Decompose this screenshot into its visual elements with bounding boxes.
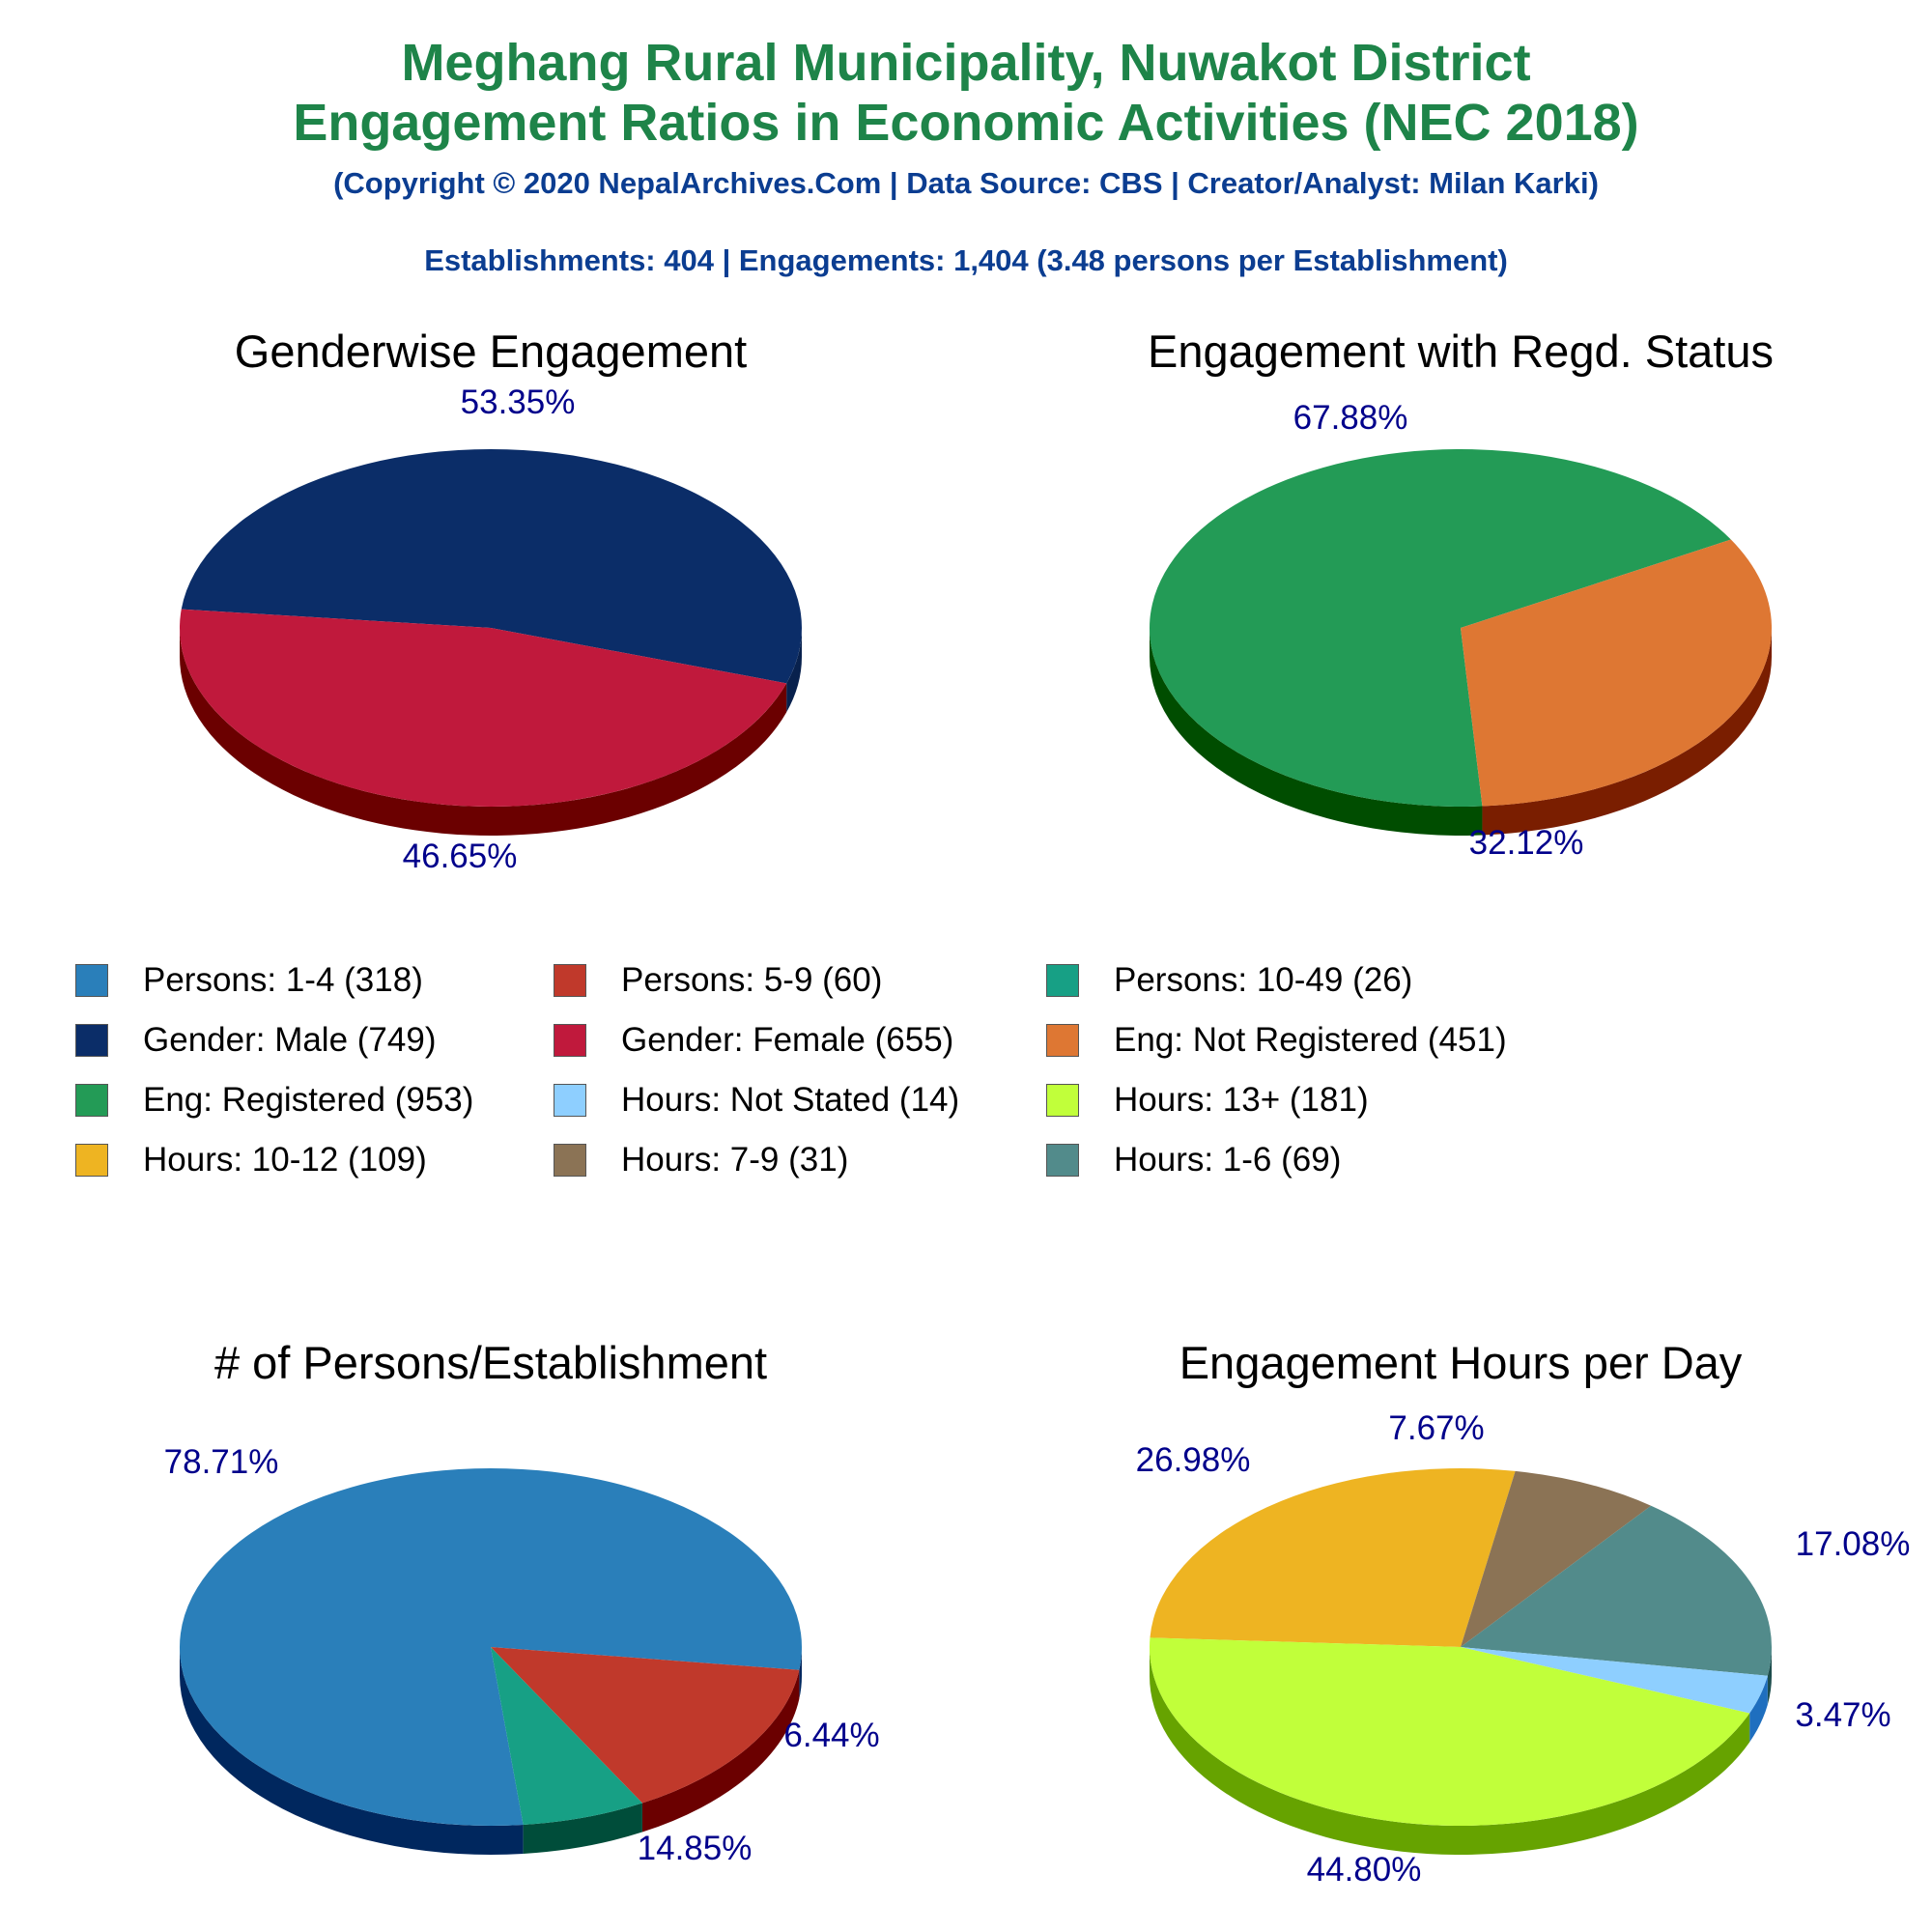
pie-slice [181, 449, 803, 684]
legend-item: Persons: 10-49 (26) [1046, 961, 1412, 1000]
legend-label: Eng: Not Registered (451) [1114, 1021, 1507, 1059]
pie-chart: Genderwise Engagement 53.35% 46.65% [180, 326, 803, 875]
legend-swatch [554, 964, 586, 997]
pie-side-wall [523, 1803, 642, 1854]
legend-label: Hours: 1-6 (69) [1114, 1141, 1342, 1179]
pie-slice [1150, 1468, 1516, 1647]
pie-slice [491, 1647, 642, 1825]
pie-slice [1461, 1505, 1772, 1676]
slice-percent-label: 17.08% [1796, 1525, 1911, 1563]
slice-percent-label: 7.67% [1388, 1409, 1484, 1447]
slice-percent-label: 67.88% [1293, 399, 1408, 437]
pie-chart: # of Persons/Establishment 78.71% 14.85% 6.… [164, 1337, 880, 1867]
legend-label: Hours: 13+ (181) [1114, 1081, 1369, 1119]
pie-side-wall [641, 1669, 800, 1833]
legend-label: Persons: 5-9 (60) [621, 961, 883, 999]
legend-label: Persons: 1-4 (318) [143, 961, 423, 999]
slice-percent-label: 44.80% [1307, 1851, 1422, 1889]
pie-slice [1461, 1470, 1652, 1647]
legend-swatch [1046, 1144, 1079, 1177]
legend-label: Gender: Male (749) [143, 1021, 437, 1059]
legend-swatch [75, 1144, 108, 1177]
legend-label: Hours: 7-9 (31) [621, 1141, 849, 1179]
legend-item: Hours: 7-9 (31) [554, 1141, 848, 1179]
legend-item: Hours: 1-6 (69) [1046, 1141, 1341, 1179]
legend-swatch [1046, 1024, 1079, 1057]
pie-slice [1461, 539, 1773, 807]
pie-side-wall [786, 628, 802, 713]
pie-chart: Engagement Hours per Day 26.98% 7.67% 17.08… [1136, 1337, 1911, 1889]
legend-item: Eng: Not Registered (451) [1046, 1021, 1507, 1060]
pie-side-wall [1482, 628, 1772, 836]
legend-item: Eng: Registered (953) [75, 1081, 473, 1120]
pie-slice [180, 609, 787, 808]
pie-chart: Engagement with Regd. Status 67.88% 32.12% [1148, 326, 1774, 862]
legend-label: Persons: 10-49 (26) [1114, 961, 1413, 999]
pie-side-wall [799, 1647, 802, 1699]
pie-side-wall [180, 1647, 524, 1855]
summary-line: Establishments: 404 | Engagements: 1,404… [424, 243, 1508, 277]
slice-percent-label: 6.44% [783, 1717, 879, 1754]
legend-item: Hours: 10-12 (109) [75, 1141, 427, 1179]
pie-chart-title: Engagement with Regd. Status [1148, 326, 1774, 377]
pie-slice [1150, 449, 1731, 807]
legend-item: Hours: Not Stated (14) [554, 1081, 959, 1120]
legend-item: Gender: Female (655) [554, 1021, 953, 1060]
legend-label: Hours: 10-12 (109) [143, 1141, 427, 1179]
legend-label: Gender: Female (655) [621, 1021, 954, 1059]
slice-percent-label: 3.47% [1795, 1696, 1890, 1734]
slice-percent-label: 14.85% [638, 1830, 753, 1867]
legend-swatch [75, 964, 108, 997]
legend-label: Eng: Registered (953) [143, 1081, 474, 1119]
pie-chart-title: # of Persons/Establishment [214, 1337, 767, 1388]
slice-percent-label: 46.65% [403, 838, 518, 875]
slice-percent-label: 26.98% [1136, 1441, 1251, 1479]
pie-side-wall [180, 628, 787, 836]
legend-swatch [75, 1024, 108, 1057]
title-line-1: Meghang Rural Municipality, Nuwakot Dist… [401, 34, 1531, 92]
copyright-line: (Copyright © 2020 NepalArchives.Com | Da… [333, 166, 1599, 200]
pie-chart-title: Genderwise Engagement [235, 326, 747, 377]
pie-side-wall [1749, 1675, 1768, 1743]
legend-item: Hours: 13+ (181) [1046, 1081, 1369, 1120]
pie-side-wall [1150, 628, 1483, 837]
pie-side-wall [1150, 1647, 1750, 1856]
legend-label: Hours: Not Stated (14) [621, 1081, 960, 1119]
pie-slice [1461, 1647, 1768, 1714]
legend-swatch [554, 1144, 586, 1177]
legend-swatch [554, 1024, 586, 1057]
legend-swatch [554, 1084, 586, 1117]
pie-side-wall [1767, 1647, 1772, 1705]
slice-percent-label: 78.71% [164, 1443, 279, 1481]
legend-item: Persons: 1-4 (318) [75, 961, 423, 1000]
legend-swatch [75, 1084, 108, 1117]
legend-swatch [1046, 1084, 1079, 1117]
legend-item: Gender: Male (749) [75, 1021, 436, 1060]
pie-chart-title: Engagement Hours per Day [1179, 1337, 1743, 1388]
pie-slice [180, 1468, 803, 1827]
title-line-2: Engagement Ratios in Economic Activities… [293, 94, 1639, 152]
pie-slice [491, 1647, 800, 1804]
slice-percent-label: 32.12% [1469, 824, 1584, 862]
pie-slice [1150, 1637, 1750, 1827]
slice-percent-label: 53.35% [461, 384, 576, 421]
legend-item: Persons: 5-9 (60) [554, 961, 882, 1000]
legend-swatch [1046, 964, 1079, 997]
